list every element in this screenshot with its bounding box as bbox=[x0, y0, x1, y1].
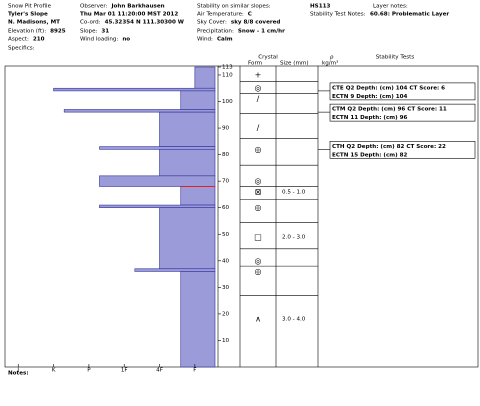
crystal-form: / bbox=[257, 94, 260, 103]
field-value: Calm bbox=[217, 37, 233, 43]
field-label: Slope: bbox=[80, 29, 98, 35]
column-header: Crystal bbox=[258, 55, 278, 61]
crystal-form: ◎ bbox=[255, 145, 262, 154]
crystal-size: 0.5 - 1.0 bbox=[282, 189, 306, 195]
field-label: Stability Test Notes: bbox=[310, 12, 366, 18]
field-value: John Barkhausen bbox=[110, 4, 164, 10]
crystal-form: ◎ bbox=[255, 256, 262, 265]
field-value: no bbox=[122, 37, 130, 43]
hardness-layer bbox=[180, 186, 216, 206]
test-box bbox=[329, 82, 476, 101]
hardness-layer bbox=[180, 90, 216, 110]
notes-label: Notes: bbox=[8, 371, 29, 377]
hardness-layer bbox=[159, 111, 216, 147]
test-line: CTE Q2 Depth: (cm) 104 CT Score: 6 bbox=[332, 85, 445, 91]
hardness-layer bbox=[159, 149, 216, 177]
field-label: Specifics: bbox=[8, 46, 35, 52]
x-tick-label: 4F bbox=[156, 368, 163, 374]
crystal-form: ◎ bbox=[255, 177, 262, 186]
crystal-size: 2.0 - 3.0 bbox=[282, 234, 306, 240]
field-value: Tyler's Slope bbox=[8, 12, 48, 18]
column-header: kg/m³ bbox=[322, 60, 338, 67]
test-line: CTH Q2 Depth: (cm) 82 CT Score: 22 bbox=[332, 144, 446, 150]
crystal-form: ∧ bbox=[255, 315, 261, 324]
y-tick-label: 50 bbox=[222, 232, 230, 238]
test-line: CTM Q2 Depth: (cm) 96 CT Score: 11 bbox=[332, 107, 447, 113]
x-tick-label: I bbox=[17, 368, 19, 374]
crystal-form: ◎ bbox=[255, 84, 262, 93]
field-label: Aspect: bbox=[8, 37, 29, 43]
hardness-layer bbox=[134, 268, 216, 272]
field-value: HS113 bbox=[310, 4, 330, 10]
hardness-layer bbox=[180, 271, 216, 368]
y-tick-label: 60 bbox=[222, 205, 230, 211]
field-label: Air Temperature: bbox=[197, 12, 244, 18]
crystal-size: 3.0 - 4.0 bbox=[282, 317, 306, 323]
x-tick-label: 1F bbox=[121, 368, 128, 374]
field-value: sky 8/8 covered bbox=[231, 20, 281, 26]
column-header: Form bbox=[248, 61, 262, 67]
y-tick-label: 80 bbox=[222, 152, 230, 158]
column-header: Size (mm) bbox=[280, 61, 309, 67]
test-line: ECTN 9 Depth: (cm) 104 bbox=[332, 94, 407, 100]
field-label: Wind: bbox=[197, 37, 213, 43]
crystal-form: ◎ bbox=[255, 203, 262, 212]
crystal-form: / bbox=[257, 124, 260, 133]
column-header: Stability Tests bbox=[376, 55, 415, 61]
field-value: C bbox=[248, 12, 252, 18]
y-tick-label: 100 bbox=[222, 99, 233, 105]
hardness-layer bbox=[99, 204, 216, 209]
field-label: Wind loading: bbox=[80, 37, 118, 43]
field-value: 45.32354 N 111.30300 W bbox=[105, 20, 184, 26]
y-tick-label: 10 bbox=[222, 338, 230, 344]
hardness-layer bbox=[63, 109, 216, 113]
field-label: Elevation (ft): bbox=[8, 29, 46, 35]
field-value: 8925 bbox=[50, 29, 66, 35]
x-tick-label: K bbox=[52, 368, 56, 374]
crystal-form: + bbox=[255, 70, 262, 79]
profile-frame bbox=[4, 65, 479, 368]
field-label: Observer: bbox=[80, 4, 108, 10]
y-tick-label: 30 bbox=[222, 285, 230, 291]
test-line: ECTN 11 Depth: (cm) 96 bbox=[332, 115, 407, 121]
field-value: N. Madisons, MT bbox=[8, 20, 60, 26]
hardness-layer bbox=[99, 175, 216, 187]
field-label: Stability on similar slopes: bbox=[197, 4, 271, 10]
y-tick-label: 90 bbox=[222, 126, 230, 132]
hardness-layer bbox=[194, 66, 216, 89]
y-tick-label: 70 bbox=[222, 179, 230, 185]
hardness-layer bbox=[159, 207, 216, 270]
crystal-form: ◎ bbox=[255, 267, 262, 276]
field-value: Thu Mar 01 11:20:00 MST 2012 bbox=[80, 12, 178, 18]
y-tick-label: 20 bbox=[222, 311, 230, 317]
x-tick-label: F bbox=[193, 368, 196, 374]
test-box bbox=[329, 103, 476, 122]
hardness-layer bbox=[99, 146, 216, 150]
field-value: Snow - 1 cm/hr bbox=[238, 29, 285, 35]
hardness-layer bbox=[53, 87, 216, 92]
test-line: ECTN 15 Depth: (cm) 82 bbox=[332, 152, 407, 158]
column-header: ρ bbox=[330, 55, 334, 61]
test-box bbox=[329, 141, 476, 159]
field-value: 31 bbox=[101, 29, 109, 35]
field-label: Sky Cover: bbox=[197, 20, 227, 26]
crystal-form: ⊠ bbox=[255, 187, 262, 196]
y-tick-label: 113 bbox=[222, 65, 233, 71]
x-tick-label: P bbox=[87, 368, 91, 374]
field-value: 210 bbox=[33, 37, 45, 43]
y-tick-label: 110 bbox=[222, 72, 233, 78]
field-label: Precipitation: bbox=[197, 29, 234, 35]
field-label: Co-ord: bbox=[80, 20, 101, 26]
crystal-form: □ bbox=[254, 232, 262, 241]
field-label: Layer notes: bbox=[373, 4, 408, 10]
y-tick-label: 40 bbox=[222, 258, 230, 264]
field-label: Snow Pit Profile bbox=[8, 4, 52, 10]
field-value: 60.68: Problematic Layer bbox=[370, 12, 449, 18]
